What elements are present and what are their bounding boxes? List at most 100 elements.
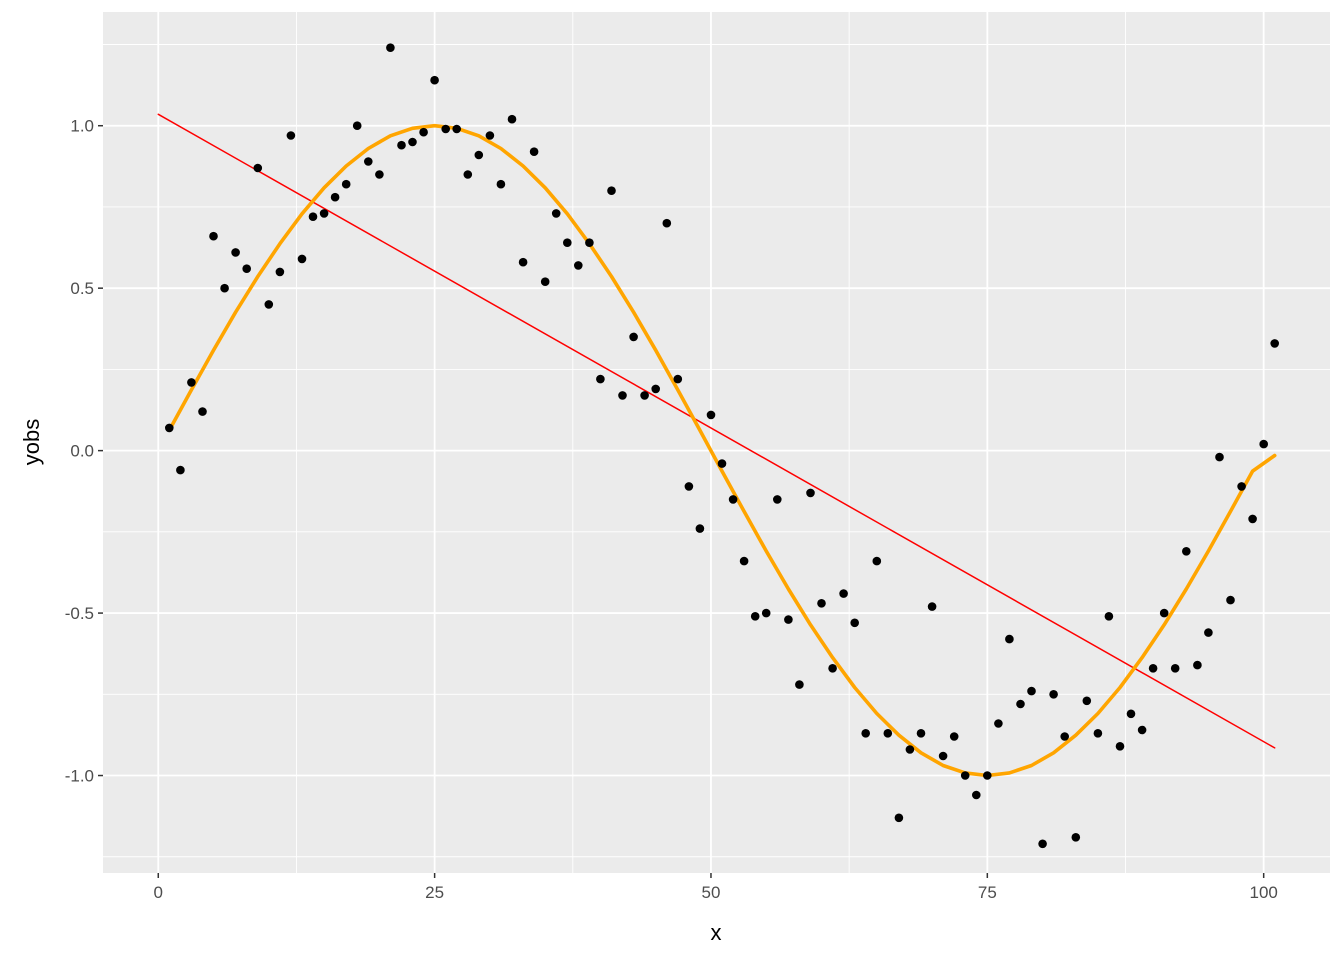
x-tick-label: 0 (154, 883, 163, 902)
data-point (1248, 514, 1257, 524)
data-point (198, 407, 207, 416)
data-point (1137, 725, 1147, 735)
data-point (1082, 696, 1092, 706)
data-point (1148, 664, 1158, 673)
data-point (364, 157, 373, 166)
data-point (972, 790, 981, 800)
data-point (474, 150, 484, 160)
data-point (408, 137, 417, 147)
data-point (253, 163, 263, 173)
fit-lines (157, 113, 1277, 778)
data-point (485, 131, 495, 140)
x-tick-label: 25 (425, 883, 444, 902)
data-point (861, 729, 870, 738)
data-point (750, 612, 760, 621)
data-point (264, 300, 274, 309)
data-point (551, 209, 561, 218)
data-point (839, 589, 848, 598)
data-point (1159, 608, 1169, 618)
data-point (209, 231, 218, 241)
data-point (585, 238, 594, 247)
data-point (308, 212, 318, 221)
minor-gridlines (103, 12, 1330, 873)
data-point (386, 43, 395, 52)
data-point (828, 664, 837, 673)
data-point (894, 813, 904, 823)
data-point (1170, 664, 1180, 673)
data-point (375, 170, 384, 179)
y-tick-label: 0.0 (70, 442, 94, 461)
data-point (784, 615, 793, 624)
data-point (850, 618, 859, 628)
data-point (452, 124, 462, 134)
data-point (540, 277, 550, 287)
data-point (187, 378, 196, 387)
data-point (220, 283, 229, 293)
data-point (596, 374, 605, 384)
data-point (352, 121, 362, 130)
data-point (529, 147, 539, 156)
x-tick-label: 100 (1249, 883, 1277, 902)
data-point (507, 114, 517, 124)
data-point (1215, 452, 1224, 462)
data-point (397, 140, 406, 150)
data-point (651, 384, 660, 394)
data-points (165, 43, 1279, 849)
data-point (286, 131, 296, 140)
data-point (463, 170, 473, 179)
data-point (1126, 709, 1136, 719)
data-point (717, 459, 727, 468)
data-point (242, 264, 251, 274)
data-point (563, 238, 572, 247)
data-point (430, 75, 439, 85)
x-axis-title: x (711, 920, 722, 945)
x-axis-ticks: 0 25 50 75 100 (154, 873, 1278, 902)
data-point (1226, 595, 1235, 605)
data-point (706, 410, 716, 420)
data-point (607, 186, 616, 195)
data-point (1270, 339, 1279, 348)
data-point (662, 218, 672, 228)
data-point (994, 719, 1003, 728)
data-point (806, 488, 815, 498)
y-tick-label: -1.0 (65, 767, 94, 786)
data-point (673, 374, 683, 384)
data-point (1259, 439, 1268, 449)
data-point (728, 495, 738, 504)
data-point (817, 599, 826, 608)
data-point (739, 556, 749, 566)
data-point (319, 209, 329, 218)
data-point (927, 602, 937, 611)
data-point (1104, 612, 1114, 621)
y-tick-label: 1.0 (70, 117, 94, 136)
data-point (1237, 482, 1246, 491)
data-point (618, 391, 627, 400)
data-point (640, 391, 649, 400)
data-point (629, 332, 638, 342)
data-point (1182, 547, 1191, 556)
y-axis-ticks: -1.0 -0.5 0.0 0.5 1.0 (65, 117, 103, 786)
smooth-fit-curve (167, 123, 1277, 778)
data-point (297, 254, 307, 264)
y-tick-label: -0.5 (65, 604, 94, 623)
data-point (905, 745, 915, 754)
data-point (176, 465, 185, 475)
data-point (916, 729, 926, 738)
data-point (341, 179, 351, 189)
major-gridlines (103, 12, 1330, 873)
linear-fit-line (157, 113, 1276, 749)
data-point (231, 248, 240, 257)
data-point (574, 261, 583, 270)
data-point (1071, 833, 1081, 842)
data-point (761, 608, 771, 618)
data-point (1193, 660, 1202, 670)
data-point (872, 556, 882, 566)
data-point (773, 495, 782, 504)
data-point (1016, 699, 1025, 709)
data-point (949, 732, 959, 741)
panel-background (103, 12, 1330, 873)
data-point (275, 267, 285, 277)
data-point (1204, 628, 1213, 637)
data-point (695, 524, 705, 533)
